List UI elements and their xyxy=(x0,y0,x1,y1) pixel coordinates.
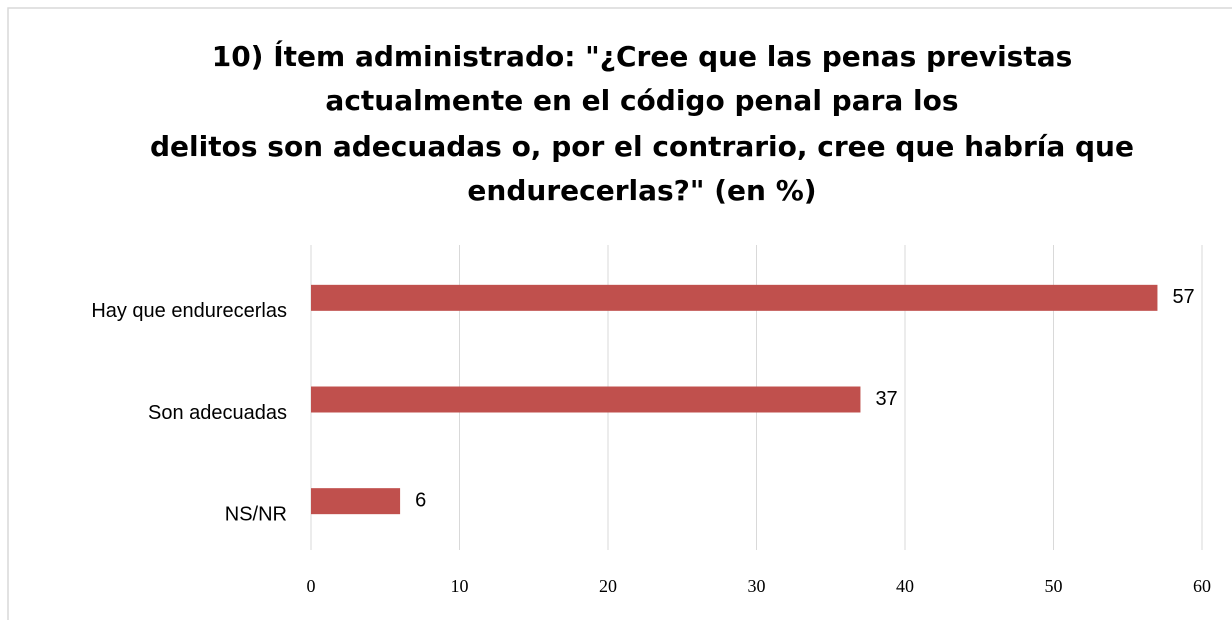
bar xyxy=(311,488,401,515)
y-tick-label: Hay que endurecerlas xyxy=(91,300,287,322)
x-tick-label: 10 xyxy=(451,576,469,596)
bar xyxy=(311,386,861,413)
chart-title: actualmente en el código penal para los xyxy=(325,84,958,117)
chart-border xyxy=(7,7,1232,620)
x-tick-label: 40 xyxy=(896,576,914,596)
bar xyxy=(311,284,1158,311)
x-tick-label: 50 xyxy=(1045,576,1063,596)
y-tick-label: Son adecuadas xyxy=(148,402,287,424)
chart-title: delitos son adecuadas o, por el contrari… xyxy=(150,130,1134,163)
x-tick-label: 0 xyxy=(307,576,316,596)
x-tick-label: 20 xyxy=(599,576,617,596)
data-label: 57 xyxy=(1172,286,1194,308)
y-tick-label: NS/NR xyxy=(225,503,287,525)
x-tick-label: 60 xyxy=(1193,576,1211,596)
chart-title: 10) Ítem administrado: "¿Cree que las pe… xyxy=(212,39,1073,73)
x-tick-label: 30 xyxy=(748,576,766,596)
chart-title: endurecerlas?" (en %) xyxy=(467,174,816,207)
data-label: 6 xyxy=(415,489,426,511)
data-label: 37 xyxy=(875,388,897,410)
